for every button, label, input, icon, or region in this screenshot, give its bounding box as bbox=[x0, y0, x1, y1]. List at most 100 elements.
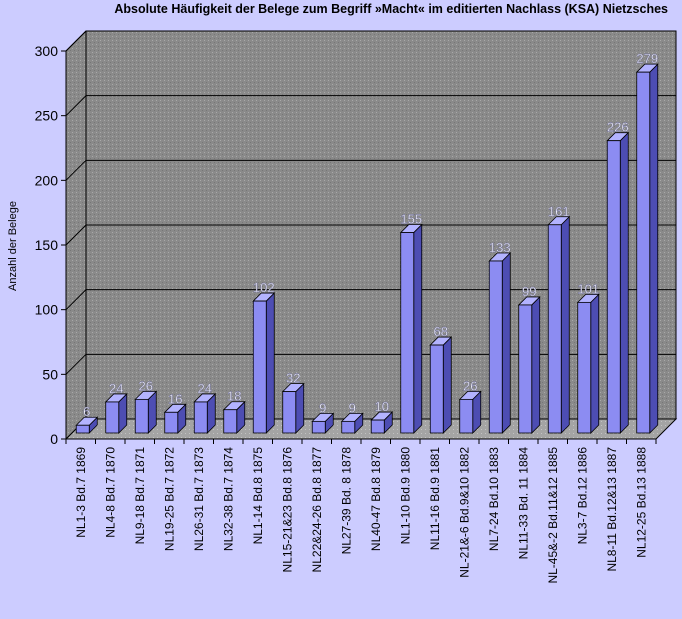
x-tick-label: NL1-10 Bd.9 1880 bbox=[398, 447, 412, 545]
bar bbox=[222, 400, 246, 434]
bar-front bbox=[459, 398, 474, 434]
bar-front bbox=[311, 420, 326, 434]
bar bbox=[75, 416, 99, 434]
bar-front bbox=[341, 420, 356, 434]
gridline bbox=[65, 159, 676, 181]
bar-front bbox=[252, 300, 267, 434]
bar-front bbox=[134, 398, 149, 434]
x-tick-label: NL3-7 Bd.12 1886 bbox=[575, 447, 589, 545]
bar bbox=[311, 412, 335, 434]
data-label: 68 bbox=[434, 324, 448, 339]
bar-front bbox=[518, 304, 533, 434]
bar bbox=[606, 131, 630, 434]
data-label: 9 bbox=[319, 400, 326, 415]
bar-side bbox=[560, 215, 570, 434]
data-label: 102 bbox=[253, 280, 275, 295]
x-tick-label: NL4-8 Bd.7 1870 bbox=[103, 447, 117, 538]
bar-front bbox=[400, 232, 415, 434]
bar bbox=[163, 403, 187, 434]
gridline bbox=[65, 224, 676, 246]
bar bbox=[399, 223, 423, 434]
x-tick-label: NL1-3 Bd.7 1869 bbox=[74, 447, 88, 538]
bar bbox=[635, 63, 659, 434]
chart-title: Absolute Häufigkeit der Belege zum Begri… bbox=[114, 2, 668, 16]
bar bbox=[134, 390, 158, 434]
bar bbox=[340, 412, 364, 434]
bar-front bbox=[193, 401, 208, 434]
data-label: 155 bbox=[400, 212, 422, 227]
data-label: 10 bbox=[375, 399, 389, 414]
gridline bbox=[65, 30, 676, 52]
bar-front bbox=[282, 391, 297, 434]
bar bbox=[429, 336, 453, 434]
bar bbox=[370, 411, 394, 434]
bar-side bbox=[501, 252, 511, 434]
bar-side bbox=[531, 295, 541, 434]
data-label: 24 bbox=[109, 381, 123, 396]
y-axis-title: Anzahl der Belege bbox=[7, 201, 19, 291]
x-tick-label: NL1-14 Bd.8 1875 bbox=[251, 447, 265, 545]
x-tick-label: NL11-16 Bd.9 1881 bbox=[428, 447, 442, 551]
bar bbox=[193, 392, 217, 434]
bar-front bbox=[105, 401, 120, 434]
bar-front bbox=[488, 260, 503, 434]
bar bbox=[547, 215, 571, 434]
x-tick-label: NL11-33 Bd. 11 1884 bbox=[516, 447, 530, 560]
data-label: 279 bbox=[636, 51, 658, 66]
bar-front bbox=[577, 301, 592, 434]
x-tick-label: NL32-38 Bd.7 1874 bbox=[221, 447, 235, 551]
data-label: 32 bbox=[286, 371, 300, 386]
x-tick-label: NL9-18 Bd.7 1871 bbox=[133, 447, 147, 545]
x-tick-label: NL27-39 Bd. 8 1878 bbox=[339, 447, 353, 555]
y-tick-label: 0 bbox=[50, 431, 58, 447]
y-tick-label: 100 bbox=[35, 302, 59, 318]
bar bbox=[576, 293, 600, 434]
grid-lines bbox=[65, 30, 676, 375]
x-tick-label: NL12-25 Bd.13 1888 bbox=[634, 447, 648, 558]
y-tick-label: 250 bbox=[35, 108, 59, 124]
bar-side bbox=[265, 292, 275, 434]
bar-front bbox=[547, 224, 562, 434]
y-tick-label: 300 bbox=[35, 43, 59, 59]
y-tick-label: 200 bbox=[35, 172, 59, 188]
bar-front bbox=[429, 344, 444, 434]
data-label: 18 bbox=[227, 389, 241, 404]
x-tick-label: NL19-25 Bd.7 1872 bbox=[162, 447, 176, 551]
data-label: 133 bbox=[489, 240, 511, 255]
x-tick-label: NL22&24-26 Bd.8 1877 bbox=[310, 447, 324, 573]
bar-side bbox=[295, 382, 305, 434]
bar-front bbox=[75, 424, 90, 434]
data-label: 161 bbox=[548, 204, 570, 219]
x-axis: NL1-3 Bd.7 1869 NL4-8 Bd.7 1870 NL9-18 Bd.… bbox=[65, 439, 657, 584]
bar bbox=[104, 392, 128, 434]
bar bbox=[517, 295, 541, 434]
data-label: 226 bbox=[607, 120, 629, 135]
x-tick-label: NL15-21&23 Bd.8 1876 bbox=[280, 447, 294, 573]
data-label: 6 bbox=[83, 404, 90, 419]
bar-front bbox=[370, 419, 385, 434]
data-label: 24 bbox=[198, 381, 212, 396]
data-label: 26 bbox=[463, 378, 477, 393]
data-label: 16 bbox=[168, 391, 182, 406]
data-label: 9 bbox=[349, 400, 356, 415]
x-tick-label: NL-21&-6 Bd.9&10 1882 bbox=[457, 447, 471, 578]
gridline bbox=[65, 289, 676, 311]
bar-front bbox=[606, 140, 621, 434]
bar-side bbox=[619, 131, 629, 434]
bar-side bbox=[590, 293, 600, 434]
y-tick-label: 50 bbox=[42, 366, 58, 382]
gridline bbox=[65, 353, 676, 375]
data-label: 99 bbox=[522, 284, 536, 299]
data-label: 26 bbox=[139, 378, 153, 393]
bar-side bbox=[442, 336, 452, 434]
x-tick-label: NL40-47 Bd.8 1879 bbox=[369, 447, 383, 551]
bar-front bbox=[164, 411, 179, 434]
bar bbox=[458, 390, 482, 434]
y-axis: 0 50 100 150 200 250 300 bbox=[35, 43, 66, 447]
x-tick-label: NL26-31 Bd.7 1873 bbox=[192, 447, 206, 551]
bar-side bbox=[649, 63, 659, 434]
bar-front bbox=[223, 409, 238, 434]
bar bbox=[488, 252, 512, 434]
bar bbox=[252, 292, 276, 434]
